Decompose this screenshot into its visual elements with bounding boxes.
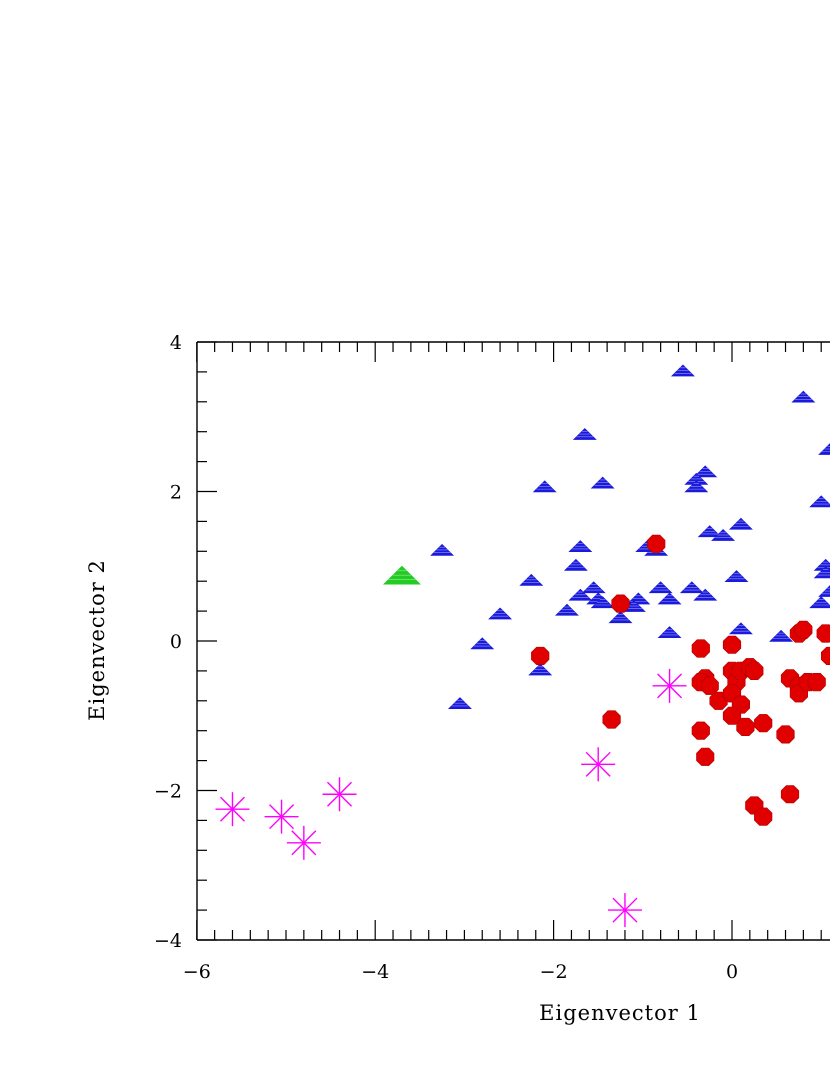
data-point-circle xyxy=(807,672,826,692)
data-points xyxy=(215,364,830,928)
data-point-triangle xyxy=(488,607,513,620)
x-tick-label: 0 xyxy=(726,961,738,983)
data-point-circle xyxy=(745,661,764,681)
data-point-triangle xyxy=(813,566,830,579)
data-point-circle xyxy=(722,706,742,725)
data-point-circle xyxy=(754,807,773,826)
data-point-triangle xyxy=(555,603,579,616)
data-point-triangle xyxy=(728,622,753,635)
y-axis-label: Eigenvector 2 xyxy=(85,559,109,721)
data-point-circle xyxy=(794,620,813,639)
data-point-triangle xyxy=(791,390,816,403)
data-point-triangle xyxy=(590,596,615,609)
data-point-asterisk xyxy=(264,799,299,834)
y-tick-label: 0 xyxy=(170,631,182,653)
data-point-circle xyxy=(700,676,719,695)
data-point-triangle xyxy=(818,585,830,597)
axis-ticks xyxy=(196,341,822,941)
y-tick-label: −2 xyxy=(154,781,182,803)
y-tick-label: −4 xyxy=(154,930,182,952)
data-point-triangle xyxy=(670,364,695,377)
data-point-circle xyxy=(820,646,830,666)
x-tick-label: −2 xyxy=(540,961,568,983)
data-point-circle xyxy=(754,714,773,733)
data-point-triangle xyxy=(626,592,651,605)
data-point-triangle xyxy=(693,588,718,601)
x-tick-label: −4 xyxy=(361,961,389,983)
data-point-circle xyxy=(780,785,800,804)
data-point-triangle xyxy=(608,611,633,624)
data-point-triangle xyxy=(684,480,709,493)
data-point-triangle xyxy=(769,629,794,642)
data-point-triangle xyxy=(728,517,753,530)
data-point-triangle xyxy=(568,588,593,601)
data-point-circle xyxy=(602,710,621,729)
data-point-triangle xyxy=(430,543,455,556)
data-point-triangle xyxy=(447,697,472,710)
data-point-circle xyxy=(696,747,715,766)
data-point-circle xyxy=(776,725,795,744)
x-axis-label: Eigenvector 1 xyxy=(539,1001,701,1025)
data-point-circle xyxy=(816,624,830,643)
data-point-triangle xyxy=(809,495,830,508)
data-point-circle xyxy=(691,721,710,740)
data-point-triangle xyxy=(648,581,673,594)
data-point-asterisk xyxy=(652,668,687,703)
data-point-triangle xyxy=(818,443,830,455)
data-point-triangle xyxy=(528,663,553,676)
y-tick-label: 4 xyxy=(170,332,182,354)
data-point-triangle xyxy=(532,480,557,493)
data-point-triangle xyxy=(519,573,544,586)
data-point-triangle xyxy=(581,581,606,594)
data-point-asterisk xyxy=(286,825,321,860)
data-point-triangle xyxy=(693,465,718,478)
data-point-triangle xyxy=(590,476,615,489)
y-tick-label: 2 xyxy=(170,482,182,504)
data-point-circle xyxy=(531,646,550,666)
data-point-triangle-green xyxy=(382,565,421,585)
data-point-circle xyxy=(691,639,710,658)
data-point-circle xyxy=(722,635,742,654)
data-point-asterisk xyxy=(607,893,642,928)
data-point-triangle xyxy=(657,626,682,639)
data-point-triangle xyxy=(679,581,704,594)
data-point-triangle xyxy=(711,528,736,541)
data-point-circle xyxy=(736,717,755,737)
data-point-triangle xyxy=(724,570,749,582)
data-point-triangle xyxy=(568,540,593,553)
x-tick-label: −6 xyxy=(183,961,211,983)
data-point-triangle xyxy=(572,428,597,440)
data-point-asterisk xyxy=(581,747,616,782)
data-point-circle xyxy=(611,594,630,613)
data-point-asterisk xyxy=(215,792,250,827)
data-point-triangle xyxy=(470,637,495,650)
data-point-triangle xyxy=(563,558,588,571)
data-point-triangle xyxy=(697,525,722,538)
data-point-triangle xyxy=(809,596,830,609)
data-point-triangle xyxy=(657,592,682,605)
data-point-circle xyxy=(647,534,666,553)
data-point-asterisk xyxy=(322,777,357,812)
